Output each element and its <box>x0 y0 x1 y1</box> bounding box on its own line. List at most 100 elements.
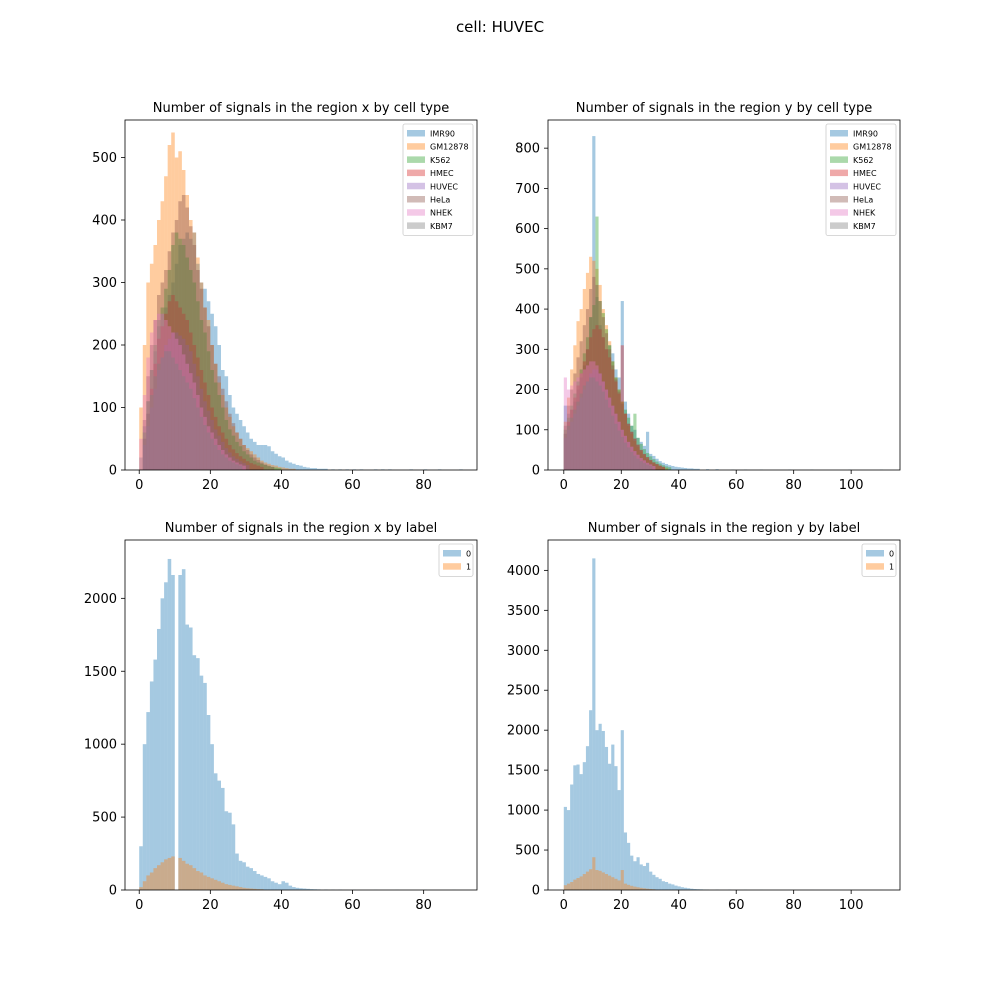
histogram-bar <box>671 884 675 890</box>
histogram-bar <box>655 877 659 890</box>
histogram-bar <box>649 459 653 470</box>
histogram-bar <box>181 245 186 470</box>
histogram-bar <box>164 313 168 470</box>
histogram-bar <box>582 385 586 470</box>
histogram-bar <box>614 381 618 470</box>
histogram-bar <box>563 433 567 470</box>
histogram-bar <box>242 862 246 890</box>
histogram-bar <box>167 857 172 890</box>
series-KBM7 <box>563 377 653 470</box>
x-tick-label: 40 <box>670 478 687 493</box>
histogram-bar <box>181 569 186 890</box>
histogram-bar <box>573 345 577 470</box>
legend-label: 1 <box>889 563 894 572</box>
histogram-bar <box>585 349 590 470</box>
histogram-bar <box>636 444 640 470</box>
histogram-bar <box>579 373 583 470</box>
histogram-bar <box>576 381 580 470</box>
histogram-bar <box>576 389 580 470</box>
histogram-bar <box>270 451 275 470</box>
histogram-bar <box>604 746 609 890</box>
histogram-bar <box>636 437 640 470</box>
histogram-bar <box>217 376 221 470</box>
histogram-bar <box>263 876 268 891</box>
histogram-bar <box>566 421 571 470</box>
histogram-bar <box>661 467 665 470</box>
x-tick-label: 60 <box>728 898 745 913</box>
histogram-bar <box>585 871 590 890</box>
histogram-bar <box>595 325 599 470</box>
legend-label: KBM7 <box>853 222 876 231</box>
y-tick-label: 1000 <box>84 738 117 753</box>
histogram-bar <box>674 466 678 470</box>
histogram-bar <box>608 345 612 470</box>
histogram-bar <box>231 462 236 470</box>
y-axis-ticks: 0 500 1000 1500 2000 <box>84 592 125 899</box>
histogram-bar <box>649 461 653 470</box>
histogram-bar <box>661 466 665 470</box>
histogram-bar <box>206 410 211 471</box>
histogram-bar <box>221 388 225 470</box>
histogram-bar <box>196 376 200 470</box>
histogram-bar <box>242 458 246 470</box>
histogram-bar <box>228 445 232 470</box>
x-tick-label: 40 <box>273 478 290 493</box>
series-HMEC <box>563 325 665 470</box>
histogram-bar <box>185 207 189 470</box>
histogram-bar <box>585 309 590 470</box>
histogram-bar <box>680 467 684 470</box>
histogram-bar <box>164 288 168 470</box>
legend-label: HUVEC <box>430 182 458 191</box>
histogram-bar <box>171 856 175 890</box>
histogram-bar <box>563 377 567 470</box>
y-tick-label: 3000 <box>507 644 540 659</box>
histogram-bar <box>595 284 599 470</box>
histogram-bar <box>617 377 621 470</box>
histogram-bar <box>668 465 672 470</box>
histogram-bar <box>270 466 275 471</box>
histogram-bar <box>178 307 182 470</box>
histogram-bar <box>210 438 214 470</box>
histogram-bar <box>149 681 154 890</box>
histogram-bar <box>292 463 296 470</box>
histogram-bar <box>585 337 590 470</box>
legend-swatch <box>830 182 848 190</box>
histogram-bar <box>306 467 310 470</box>
histogram-bar <box>181 238 186 470</box>
histogram-bar <box>661 462 665 470</box>
histogram-bar <box>642 463 646 470</box>
histogram-bar <box>630 433 634 470</box>
histogram-bar <box>601 391 605 470</box>
x-tick-label: 0 <box>560 898 568 913</box>
histogram-bar <box>576 385 580 470</box>
histogram-bar <box>664 466 669 470</box>
histogram-bar <box>620 403 624 470</box>
histogram-bar <box>171 575 175 890</box>
histogram-bar <box>592 329 596 470</box>
legend-item: 0 <box>443 550 471 559</box>
histogram-bar <box>576 401 580 470</box>
histogram-bar <box>566 425 571 470</box>
histogram-bar <box>563 806 567 890</box>
histogram-bar <box>617 389 621 470</box>
y-tick-label: 400 <box>92 214 117 229</box>
y-axis-ticks: 0 100 200 300 400 500 <box>92 151 125 479</box>
histogram-bar <box>146 875 150 890</box>
histogram-bar <box>674 885 678 890</box>
histogram-bar <box>620 345 624 470</box>
histogram-bar <box>157 338 161 470</box>
y-tick-label: 500 <box>92 811 117 826</box>
histogram-bar <box>192 245 197 470</box>
histogram-bar <box>576 377 580 470</box>
histogram-bar <box>309 468 314 471</box>
histogram-bar <box>153 345 157 470</box>
histogram-bar <box>630 446 634 470</box>
histogram-bar <box>627 441 631 470</box>
histogram-bar <box>566 417 571 470</box>
histogram-bar <box>167 251 172 470</box>
histogram-bar <box>213 363 218 470</box>
histogram-bar <box>566 429 571 470</box>
histogram-bar <box>189 351 193 470</box>
histogram-bar <box>256 460 261 470</box>
histogram-bar <box>203 382 207 470</box>
